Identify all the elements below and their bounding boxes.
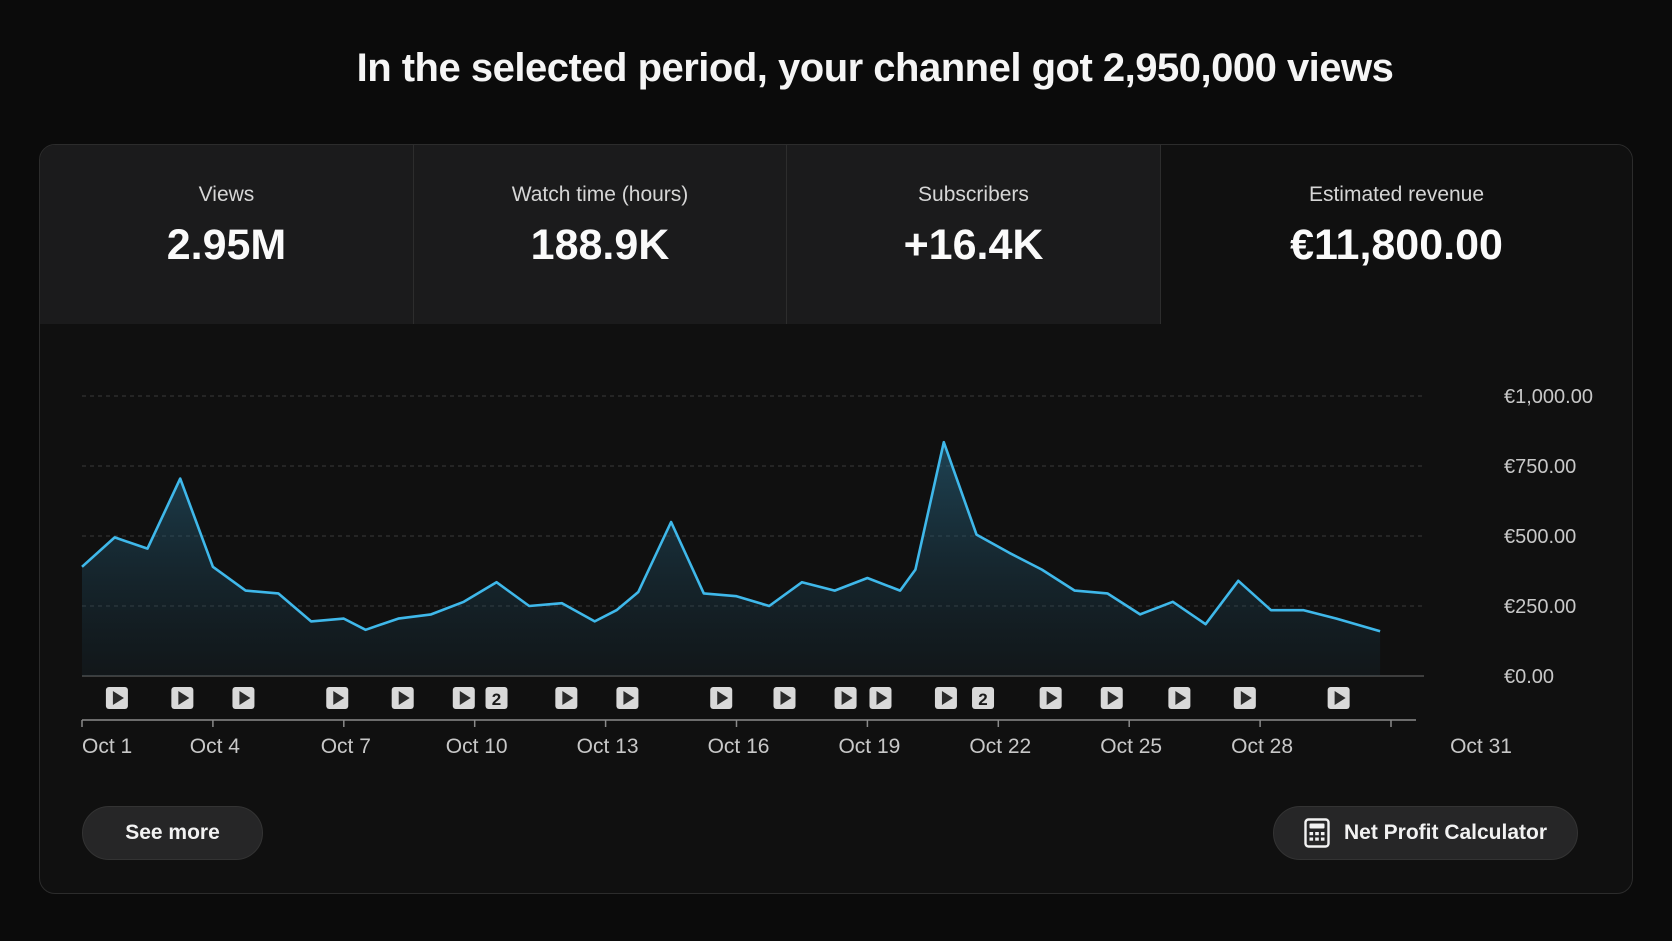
play-icon	[239, 691, 251, 705]
play-icon	[623, 691, 635, 705]
y-tick-label: €1,000.00	[1504, 386, 1593, 408]
video-marker[interactable]	[555, 687, 578, 709]
metric-label: Watch time (hours)	[511, 183, 689, 206]
video-marker[interactable]	[710, 687, 733, 709]
metric-label: Views	[198, 183, 255, 206]
video-thumbnail	[485, 687, 508, 709]
x-tick-label: Oct 28	[1231, 735, 1293, 758]
revenue-area	[82, 442, 1381, 676]
play-icon	[562, 691, 574, 705]
metric-value: 2.95M	[166, 221, 287, 269]
play-icon	[333, 691, 345, 705]
video-count: 2	[492, 690, 501, 709]
play-icon	[1334, 691, 1346, 705]
metric-tab-views[interactable]: Views 2.95M	[40, 145, 414, 324]
x-tick-label: Oct 13	[577, 735, 639, 758]
play-icon	[1046, 691, 1058, 705]
y-tick-label: €500.00	[1504, 526, 1576, 548]
play-icon	[941, 691, 953, 705]
video-marker[interactable]	[616, 687, 639, 709]
play-icon	[1107, 691, 1119, 705]
video-marker[interactable]	[232, 687, 255, 709]
x-tick-label: Oct 4	[190, 735, 241, 758]
see-more-label: See more	[125, 821, 220, 844]
play-icon	[178, 691, 190, 705]
calculator-icon	[1304, 818, 1330, 848]
x-tick-label: Oct 19	[838, 735, 900, 758]
play-icon	[780, 691, 792, 705]
x-tick-label: Oct 7	[321, 735, 371, 758]
y-tick-label: €0.00	[1504, 666, 1554, 688]
page-title: In the selected period, your channel got…	[356, 46, 1394, 90]
see-more-button[interactable]: See more	[82, 806, 263, 860]
video-marker-group[interactable]: 2	[972, 687, 995, 709]
x-tick-label: Oct 25	[1100, 735, 1162, 758]
video-marker[interactable]	[1168, 687, 1191, 709]
net-profit-calculator-label: Net Profit Calculator	[1343, 821, 1548, 844]
net-profit-calculator-button[interactable]: Net Profit Calculator	[1273, 806, 1578, 860]
video-marker[interactable]	[934, 687, 957, 709]
x-tick-label: Oct 22	[969, 735, 1031, 758]
x-tick-label: Oct 1	[82, 735, 132, 758]
video-marker[interactable]	[1233, 687, 1256, 709]
play-icon	[1175, 691, 1187, 705]
revenue-chart: 2 2 €0.00 €250.00 €500.00 €750.00 €1,000.00 Oc…	[81, 386, 1593, 758]
y-tick-label: €250.00	[1504, 596, 1576, 618]
video-marker[interactable]	[1039, 687, 1062, 709]
x-tick-label: Oct 16	[708, 735, 770, 758]
play-icon	[876, 691, 888, 705]
y-tick-label: €750.00	[1504, 456, 1576, 478]
video-marker[interactable]	[391, 687, 414, 709]
x-tick-label: Oct 10	[446, 735, 508, 758]
metric-value: €11,800.00	[1290, 221, 1503, 269]
video-marker[interactable]	[171, 687, 194, 709]
metric-label: Estimated revenue	[1308, 183, 1485, 206]
metric-value: +16.4K	[903, 221, 1044, 269]
play-icon	[717, 691, 729, 705]
play-icon	[1240, 691, 1252, 705]
play-icon	[112, 691, 124, 705]
x-tick-label: Oct 31	[1450, 735, 1512, 758]
play-icon	[398, 691, 410, 705]
video-thumbnail	[972, 687, 995, 709]
metric-tab-estimated-revenue[interactable]: Estimated revenue €11,800.00	[1161, 145, 1632, 324]
metric-tab-watch-time[interactable]: Watch time (hours) 188.9K	[414, 145, 787, 324]
revenue-line	[81, 440, 1381, 633]
metrics-row: Views 2.95M Watch time (hours) 188.9K Su…	[40, 145, 1632, 324]
video-marker[interactable]	[834, 687, 857, 709]
metric-tab-subscribers[interactable]: Subscribers +16.4K	[787, 145, 1161, 324]
video-marker[interactable]	[1100, 687, 1123, 709]
video-count: 2	[978, 690, 987, 709]
video-marker[interactable]	[452, 687, 475, 709]
play-icon	[841, 691, 853, 705]
metric-label: Subscribers	[918, 183, 1029, 206]
play-icon	[459, 691, 471, 705]
video-marker[interactable]	[105, 687, 128, 709]
metric-value: 188.9K	[530, 221, 670, 269]
analytics-card: Views 2.95M Watch time (hours) 188.9K Su…	[39, 144, 1633, 894]
video-marker-group[interactable]: 2	[485, 687, 508, 709]
video-marker[interactable]	[869, 687, 892, 709]
video-marker[interactable]	[773, 687, 796, 709]
video-marker[interactable]	[326, 687, 349, 709]
video-marker[interactable]	[1327, 687, 1350, 709]
